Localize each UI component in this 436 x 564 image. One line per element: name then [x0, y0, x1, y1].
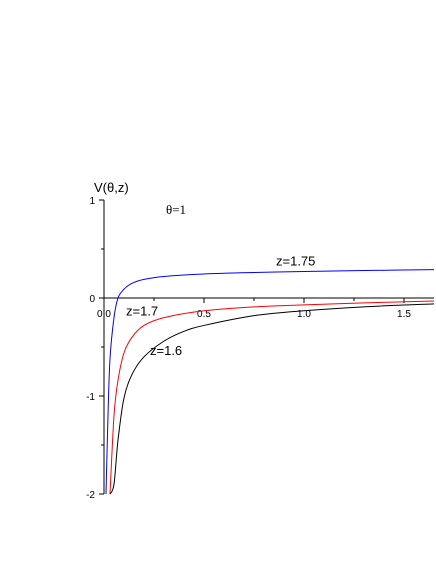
series-line-z=1.7	[109, 300, 435, 495]
series-line-z=1.75	[105, 269, 435, 495]
curve-labels: z=1.75 z=1.7 z=1.6	[126, 254, 315, 358]
x-tick-label: 0.0	[97, 309, 111, 320]
series-label: z=1.75	[276, 254, 315, 269]
theta-annotation: θ=1	[166, 202, 186, 217]
y-tick-label: 0	[89, 294, 95, 305]
y-axis-title: V(θ,z)	[94, 180, 129, 195]
series-line-z=1.6	[109, 303, 435, 495]
y-tick-label: -2	[86, 490, 95, 501]
x-tick-label: 0.5	[197, 309, 211, 320]
series-label: z=1.6	[150, 343, 182, 358]
ticks: 1 0 -1 -2 0.0 0.5 1.0 1.5	[86, 196, 411, 501]
y-tick-label: -1	[86, 392, 95, 403]
curves	[105, 269, 435, 495]
x-tick-label: 1.0	[297, 309, 311, 320]
x-tick-label: 1.5	[397, 309, 411, 320]
series-label: z=1.7	[126, 304, 158, 319]
y-tick-label: 1	[89, 196, 95, 207]
